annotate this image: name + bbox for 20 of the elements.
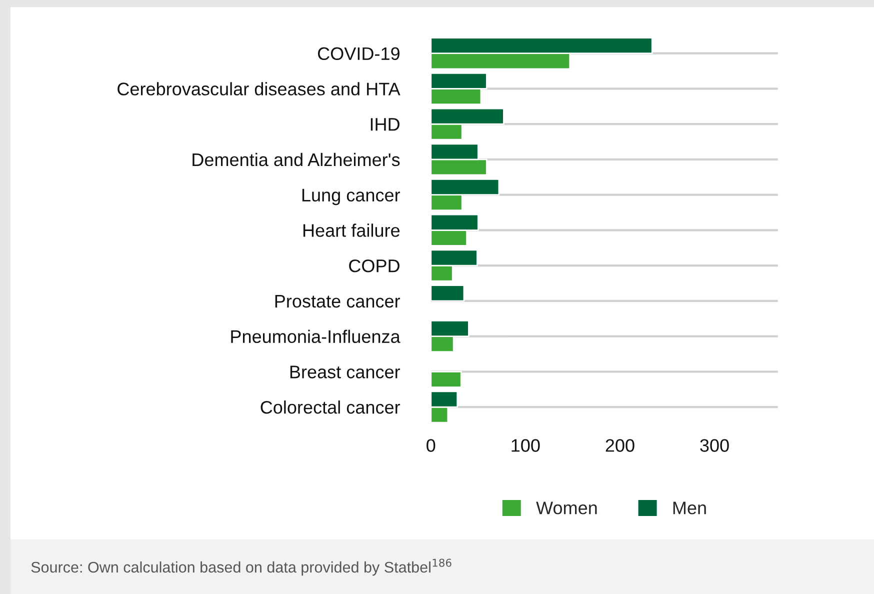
y-tick-label: COVID-19: [318, 47, 400, 60]
x-tick-label: 200: [606, 439, 634, 452]
x-tick-label: 100: [512, 439, 540, 452]
y-tick-label: Heart failure: [303, 224, 400, 237]
y-tick-label: COPD: [349, 259, 400, 272]
bar: [430, 284, 465, 302]
bar: [430, 370, 462, 388]
y-tick-label: Pneumonia-Influenza: [231, 330, 400, 344]
y-tick-label: IHD: [370, 118, 400, 131]
y-tick-label: Lung cancer: [302, 188, 400, 206]
y-tick-label: Breast cancer: [290, 366, 400, 378]
x-tick-label: 300: [700, 439, 729, 452]
x-tick-label: 0: [426, 439, 436, 452]
legend-label: Men: [673, 502, 706, 514]
legend-label: Women: [536, 502, 597, 514]
y-tick-label: Dementia and Alzheimer's: [192, 152, 400, 166]
source-note: Source: Own calculation based on data provided by Statbel$^{186}$: [31, 558, 452, 576]
y-tick-label: Cerebrovascular diseases and HTA: [118, 82, 400, 96]
y-tick-label: Prostate cancer: [275, 295, 400, 308]
y-tick-label: Colorectal cancer: [260, 400, 400, 414]
